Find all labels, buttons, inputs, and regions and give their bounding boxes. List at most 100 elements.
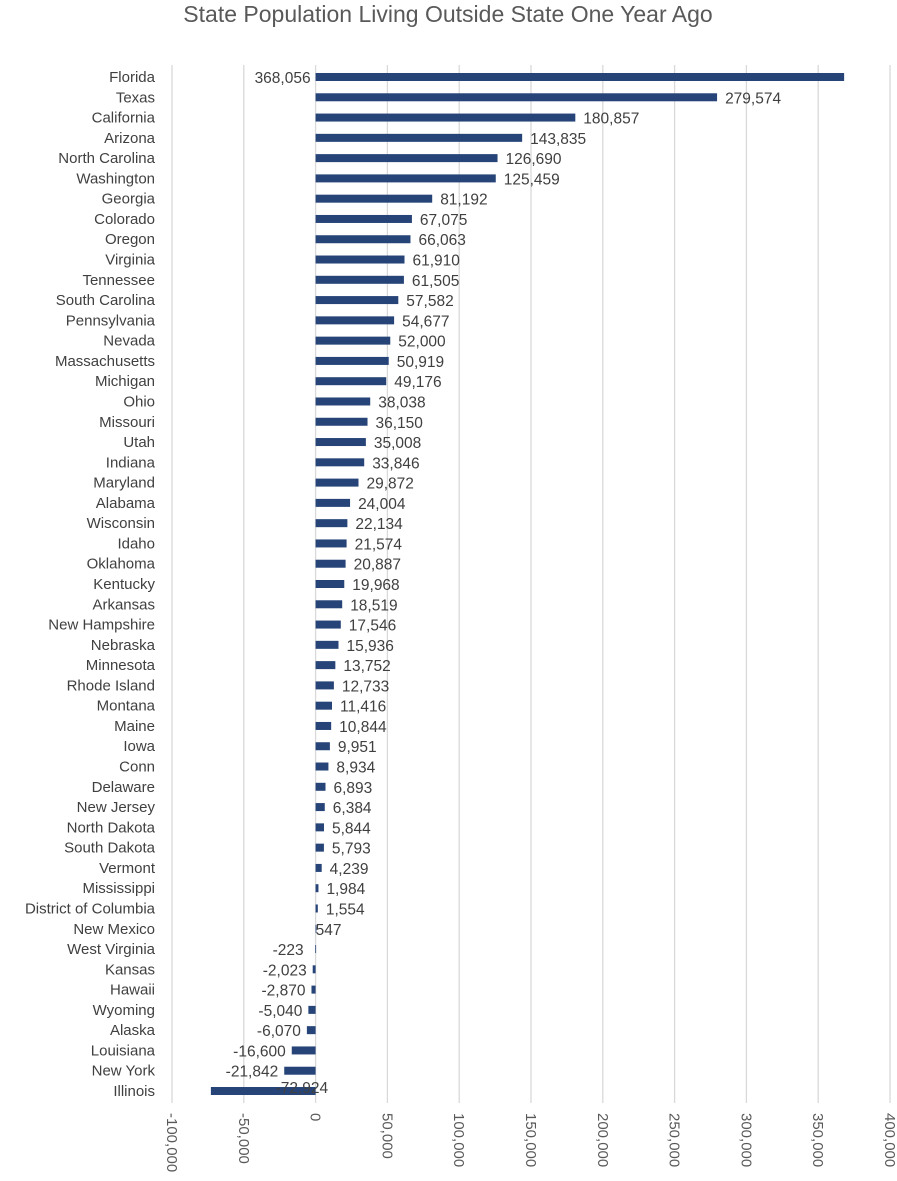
category-label: Ohio xyxy=(123,393,155,410)
data-label: 61,505 xyxy=(412,273,459,290)
category-label: Conn xyxy=(119,759,155,776)
data-label: 279,574 xyxy=(725,90,781,107)
bar xyxy=(315,458,365,467)
bar xyxy=(315,478,359,487)
bar xyxy=(315,600,343,609)
bar xyxy=(315,214,412,223)
bar xyxy=(315,924,317,933)
category-label: Louisiana xyxy=(91,1042,156,1059)
category-label: Kentucky xyxy=(93,576,155,593)
category-label: Pennsylvania xyxy=(66,312,156,329)
data-label: 50,919 xyxy=(397,354,444,371)
category-label: Florida xyxy=(109,69,156,86)
category-label: California xyxy=(92,110,156,127)
category-label: District of Columbia xyxy=(25,900,156,917)
x-tick-label: -50,000 xyxy=(235,1113,252,1164)
bar xyxy=(315,863,322,872)
data-label: 15,936 xyxy=(346,638,393,655)
bar xyxy=(315,762,329,771)
bar xyxy=(315,640,339,649)
x-axis-tick-labels: -100,000 -50,000 0 50,000 100,000 150,000 200,… xyxy=(163,1113,897,1172)
bar xyxy=(315,904,318,913)
category-label: Michigan xyxy=(95,373,155,390)
category-label: Maryland xyxy=(93,475,155,492)
data-label: 21,574 xyxy=(355,536,403,553)
data-label: 19,968 xyxy=(352,577,399,594)
data-label: 8,934 xyxy=(336,760,375,777)
x-tick-label: 300,000 xyxy=(737,1113,754,1167)
bar xyxy=(315,498,351,507)
data-label: -223 xyxy=(273,942,304,959)
category-label: Texas xyxy=(116,89,155,106)
category-label: Wyoming xyxy=(93,1002,155,1019)
category-label: Washington xyxy=(76,170,155,187)
bar xyxy=(315,356,389,365)
category-label: Illinois xyxy=(113,1083,155,1100)
category-label: Maine xyxy=(114,718,155,735)
data-label: 33,846 xyxy=(372,455,419,472)
category-label: North Dakota xyxy=(67,819,156,836)
bar xyxy=(315,113,576,122)
category-label: Mississippi xyxy=(82,880,155,897)
data-label: 6,893 xyxy=(333,780,372,797)
bar xyxy=(315,73,845,81)
bar xyxy=(315,681,334,690)
data-label: 13,752 xyxy=(343,658,390,675)
data-label: 6,384 xyxy=(333,800,372,817)
x-tick-label: 250,000 xyxy=(666,1113,683,1167)
data-label: 4,239 xyxy=(330,861,369,878)
bar xyxy=(315,519,348,528)
data-label: 18,519 xyxy=(350,597,397,614)
bar xyxy=(315,438,366,447)
category-label: Arkansas xyxy=(92,596,155,613)
bar xyxy=(315,803,325,812)
bar xyxy=(315,742,330,751)
category-label: Alabama xyxy=(96,495,156,512)
category-label: Iowa xyxy=(123,738,155,755)
category-label: Tennessee xyxy=(82,272,155,289)
category-label: Minnesota xyxy=(86,657,156,674)
bar xyxy=(315,721,332,730)
category-label: Wisconsin xyxy=(87,515,155,532)
bars xyxy=(210,73,845,1095)
category-label: Nevada xyxy=(103,333,155,350)
category-label: Alaska xyxy=(110,1022,156,1039)
category-label: Virginia xyxy=(105,252,155,269)
bar xyxy=(315,945,317,954)
category-label: Utah xyxy=(123,434,155,451)
bar xyxy=(315,580,345,588)
category-label: North Carolina xyxy=(58,150,155,167)
data-label: 143,835 xyxy=(530,131,586,148)
data-label: -16,600 xyxy=(233,1043,286,1060)
data-label: 20,887 xyxy=(354,557,401,574)
bar xyxy=(315,316,395,325)
data-label: 22,134 xyxy=(355,516,403,533)
category-label: New York xyxy=(92,1063,156,1080)
category-label: Colorado xyxy=(94,211,155,228)
data-label: 9,951 xyxy=(338,739,377,756)
category-label: New Hampshire xyxy=(48,617,155,634)
category-label: South Carolina xyxy=(56,292,156,309)
data-label: -2,870 xyxy=(262,983,306,1000)
data-label: 11,416 xyxy=(340,699,386,716)
data-label: 10,844 xyxy=(339,719,387,736)
category-label: Hawaii xyxy=(110,982,155,999)
category-label: Oregon xyxy=(105,231,155,248)
x-tick-label: 50,000 xyxy=(378,1113,395,1159)
x-tick-label: 100,000 xyxy=(450,1113,467,1167)
bar xyxy=(315,133,523,142)
category-label: Arizona xyxy=(104,130,156,147)
data-labels: 368,056 279,574 180,857 143,835 126,690 125,4… xyxy=(226,70,782,1097)
data-label: -72,924 xyxy=(276,1080,329,1097)
x-tick-label: 200,000 xyxy=(594,1113,611,1167)
category-labels: Florida Texas California Arizona North Carol… xyxy=(25,69,156,1100)
bar xyxy=(315,539,347,548)
data-label: 17,546 xyxy=(349,618,396,635)
bar xyxy=(315,275,404,284)
bar xyxy=(315,336,391,345)
data-label: 547 xyxy=(316,922,342,939)
data-label: 180,857 xyxy=(583,111,639,128)
x-tick-label: 400,000 xyxy=(881,1113,897,1167)
category-label: Indiana xyxy=(106,454,156,471)
